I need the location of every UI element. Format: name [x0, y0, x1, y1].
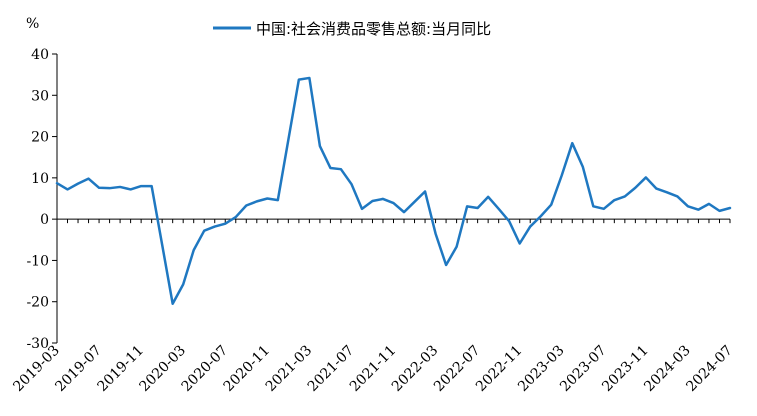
legend-label: 中国:社会消费品零售总额:当月同比 — [256, 20, 491, 38]
y-tick-label: 40 — [31, 47, 49, 63]
y-tick-label: 30 — [31, 88, 49, 104]
x-tick-label: 2024-07 — [683, 343, 735, 395]
y-tick-label: -10 — [26, 253, 49, 269]
y-tick-label: 0 — [40, 212, 49, 228]
series-layer — [55, 76, 732, 306]
y-axis-unit-label: % — [26, 16, 39, 32]
y-tick-label: 20 — [31, 130, 49, 146]
y-axis: -30 -20 -10 0 10 20 30 40 — [26, 47, 58, 352]
series-line — [55, 76, 732, 306]
y-tick-label: -30 — [26, 336, 49, 352]
x-axis: 2019-032019-072019-112020-032020-072020-… — [10, 218, 736, 395]
y-tick-label: -20 — [26, 295, 49, 311]
legend: 中国:社会消费品零售总额:当月同比 — [213, 20, 491, 38]
y-tick-label: 10 — [31, 171, 49, 187]
